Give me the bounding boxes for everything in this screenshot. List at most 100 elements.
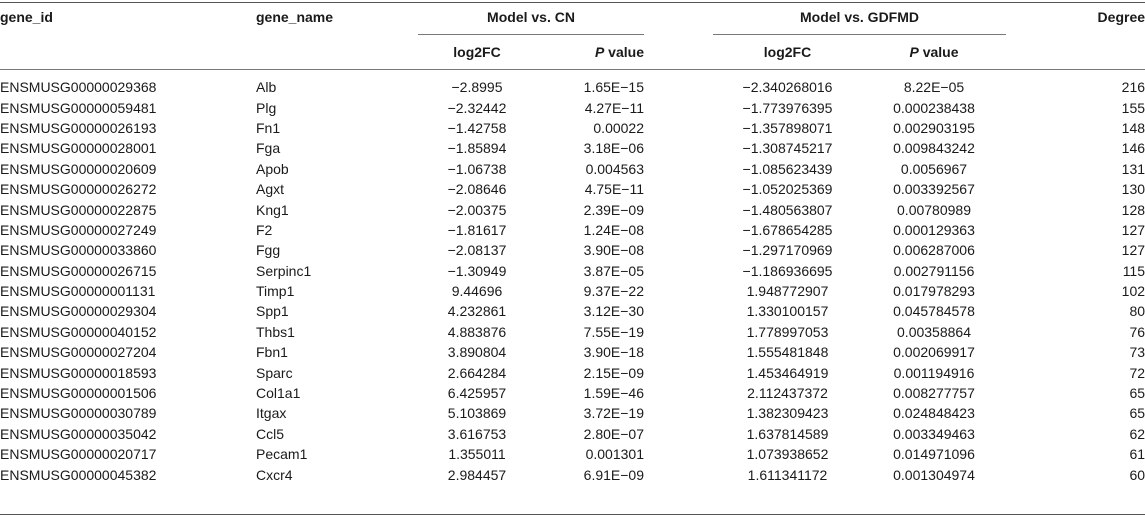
cell-pvalue-gdfmd: 0.00358864 [897, 323, 971, 340]
cell-log2fc-cn: −2.08137 [447, 242, 507, 259]
cell-gene-id: ENSMUSG00000020717 [0, 446, 157, 463]
table-row: ENSMUSG00000026715 Serpinc1 −1.30949 3.87E−… [0, 261, 1145, 281]
bottom-rule [0, 514, 1145, 515]
cell-gene-name: Kng1 [256, 201, 289, 218]
cell-pvalue-gdfmd: 0.003349463 [893, 425, 975, 442]
cell-degree: 131 [1121, 160, 1145, 177]
cell-degree: 80 [1129, 303, 1145, 320]
cell-log2fc-cn: 4.232861 [447, 303, 507, 320]
cell-gene-name: Agxt [256, 181, 285, 198]
cell-log2fc-cn: 1.355011 [448, 446, 506, 463]
table-row: ENSMUSG00000020609 Apob −1.06738 0.004563 −1… [0, 159, 1145, 179]
cell-gene-name: Col1a1 [256, 385, 301, 402]
group1-underline [418, 34, 644, 35]
cell-gene-id: ENSMUSG00000059481 [0, 99, 157, 116]
header-log2fc-cn: log2FC [453, 43, 501, 60]
header-model-vs-gdfmd: Model vs. GDFMD [800, 9, 920, 25]
cell-gene-name: Alb [256, 79, 277, 96]
header-pvalue-gdfmd: P value [909, 43, 959, 60]
cell-log2fc-gdfmd: 1.453464919 [746, 364, 829, 381]
cell-log2fc-cn: −2.8995 [451, 79, 503, 96]
cell-degree: 73 [1129, 344, 1145, 361]
cell-log2fc-gdfmd: 1.382309423 [746, 405, 829, 422]
cell-pvalue-cn: 1.59E−46 [583, 385, 644, 402]
cell-degree: 155 [1121, 99, 1145, 116]
cell-pvalue-gdfmd: 8.22E−05 [903, 79, 965, 96]
cell-gene-name: Ccl5 [256, 425, 285, 442]
cell-pvalue-cn: 1.65E−15 [583, 79, 644, 96]
cell-degree: 130 [1121, 181, 1145, 198]
cell-log2fc-gdfmd: 1.948772907 [746, 283, 829, 300]
cell-degree: 127 [1121, 242, 1145, 259]
header-log2fc-gdfmd: log2FC [763, 43, 812, 60]
cell-log2fc-gdfmd: 1.073938652 [746, 446, 829, 463]
table-row: ENSMUSG00000045382 Cxcr4 2.984457 6.91E−09 1… [0, 464, 1145, 484]
table-row: ENSMUSG00000001131 Timp1 9.44696 9.37E−22 1.… [0, 281, 1145, 301]
table-row: ENSMUSG00000020717 Pecam1 1.355011 0.001301… [0, 444, 1145, 464]
cell-degree: 127 [1121, 221, 1145, 238]
cell-log2fc-cn: 2.664284 [447, 364, 507, 381]
cell-gene-id: ENSMUSG00000040152 [0, 323, 157, 340]
cell-gene-id: ENSMUSG00000026272 [0, 181, 157, 198]
cell-log2fc-cn: 6.425957 [447, 385, 507, 402]
cell-gene-name: Fbn1 [256, 344, 288, 361]
cell-log2fc-cn: −1.30949 [447, 262, 507, 279]
cell-gene-name: Timp1 [256, 283, 295, 300]
header-row-2: log2FC P value log2FC P value [0, 34, 1145, 69]
table-row: ENSMUSG00000028001 Fga −1.85894 3.18E−06 −1.… [0, 138, 1145, 158]
cell-gene-id: ENSMUSG00000029304 [0, 303, 157, 320]
cell-degree: 65 [1129, 385, 1145, 402]
table-row: ENSMUSG00000029304 Spp1 4.232861 3.12E−30 1.… [0, 301, 1145, 321]
cell-log2fc-gdfmd: −1.186936695 [742, 262, 833, 279]
cell-gene-name: Cxcr4 [256, 466, 293, 483]
cell-pvalue-gdfmd: 0.006287006 [893, 242, 975, 259]
table-row: ENSMUSG00000026193 Fn1 −1.42758 0.00022 −1.3… [0, 118, 1145, 138]
cell-degree: 102 [1121, 283, 1145, 300]
cell-gene-id: ENSMUSG00000027204 [0, 344, 157, 361]
cell-pvalue-cn: 4.27E−11 [584, 99, 644, 116]
cell-degree: 115 [1122, 262, 1145, 279]
table-row: ENSMUSG00000059481 Plg −2.32442 4.27E−11 −1.… [0, 97, 1145, 117]
cell-pvalue-cn: 0.004563 [585, 160, 644, 177]
cell-pvalue-cn: 4.75E−11 [584, 181, 644, 198]
cell-log2fc-cn: 3.616753 [447, 425, 507, 442]
cell-log2fc-gdfmd: −1.052025369 [742, 181, 833, 198]
cell-degree: 65 [1129, 405, 1145, 422]
cell-pvalue-gdfmd: 0.002903195 [893, 119, 975, 136]
table-row: ENSMUSG00000035042 Ccl5 3.616753 2.80E−07 1.… [0, 424, 1145, 444]
cell-pvalue-cn: 1.24E−08 [583, 221, 644, 238]
group2-underline [713, 34, 1006, 35]
cell-log2fc-gdfmd: −1.678654285 [742, 221, 833, 238]
cell-pvalue-gdfmd: 0.045784578 [893, 303, 975, 320]
cell-degree: 72 [1129, 364, 1145, 381]
cell-pvalue-gdfmd: 0.0056967 [900, 160, 968, 177]
cell-gene-id: ENSMUSG00000020609 [0, 160, 157, 177]
cell-pvalue-gdfmd: 0.017978293 [893, 283, 975, 300]
table-row: ENSMUSG00000030789 Itgax 5.103869 3.72E−19 1… [0, 403, 1145, 423]
cell-log2fc-cn: 2.984457 [447, 466, 507, 483]
cell-log2fc-cn: −1.42758 [447, 119, 507, 136]
cell-degree: 148 [1121, 119, 1145, 136]
cell-log2fc-gdfmd: −2.340268016 [742, 79, 833, 96]
cell-pvalue-cn: 3.18E−06 [583, 140, 644, 157]
cell-log2fc-gdfmd: 2.112437372 [747, 385, 828, 402]
table-row: ENSMUSG00000018593 Sparc 2.664284 2.15E−09 1… [0, 362, 1145, 382]
cell-pvalue-gdfmd: 0.008277757 [893, 385, 975, 402]
cell-log2fc-gdfmd: −1.357898071 [742, 119, 833, 136]
table-row: ENSMUSG00000027249 F2 −1.81617 1.24E−08 −1.6… [0, 220, 1145, 240]
cell-log2fc-gdfmd: −1.297170969 [742, 242, 833, 259]
cell-log2fc-gdfmd: 1.555481848 [746, 344, 829, 361]
cell-log2fc-cn: −2.00375 [447, 201, 507, 218]
cell-log2fc-gdfmd: −1.480563807 [742, 201, 833, 218]
table-row: ENSMUSG00000027204 Fbn1 3.890804 3.90E−18 1.… [0, 342, 1145, 362]
cell-log2fc-gdfmd: −1.308745217 [742, 140, 833, 157]
cell-gene-id: ENSMUSG00000035042 [0, 425, 157, 442]
table-row: ENSMUSG00000033860 Fgg −2.08137 3.90E−08 −1.… [0, 240, 1145, 260]
gene-table: gene_id gene_name Model vs. CN Model vs.… [0, 9, 1145, 484]
cell-log2fc-gdfmd: −1.773976395 [742, 99, 833, 116]
cell-pvalue-cn: 2.15E−09 [583, 364, 644, 381]
cell-gene-id: ENSMUSG00000029368 [0, 79, 157, 96]
cell-pvalue-cn: 7.55E−19 [583, 323, 644, 340]
cell-log2fc-gdfmd: −1.085623439 [742, 160, 833, 177]
cell-gene-name: Apob [256, 160, 289, 177]
